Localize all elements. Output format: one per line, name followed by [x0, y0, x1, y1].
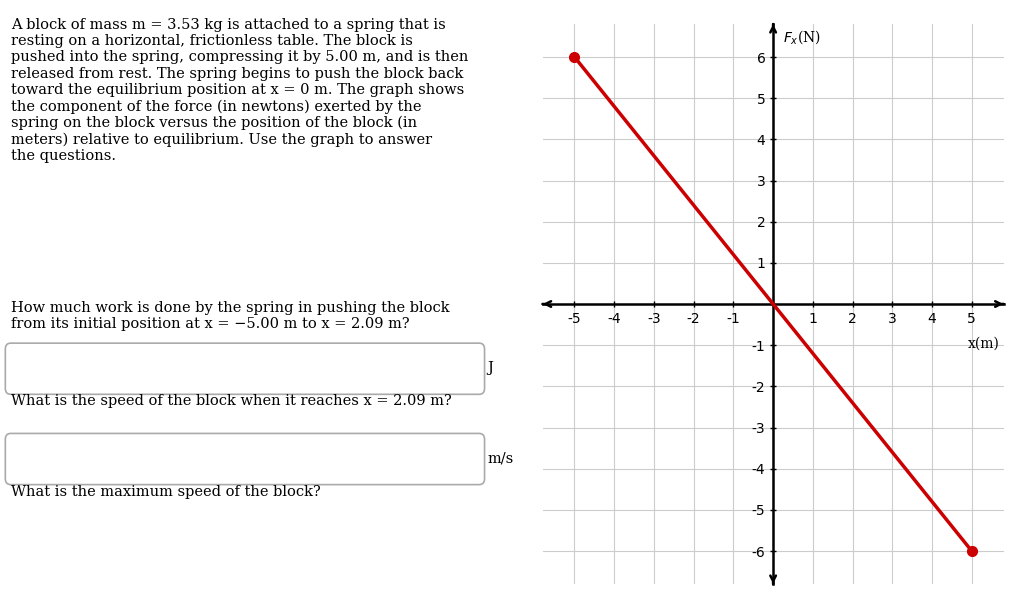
Text: x(m): x(m) — [968, 337, 999, 351]
Text: $F_x$(N): $F_x$(N) — [783, 28, 821, 46]
Text: How much work is done by the spring in pushing the block
from its initial positi: How much work is done by the spring in p… — [10, 301, 450, 331]
Text: What is the maximum speed of the block?: What is the maximum speed of the block? — [10, 485, 321, 498]
FancyBboxPatch shape — [5, 433, 484, 485]
FancyBboxPatch shape — [5, 343, 484, 394]
Text: A block of mass m = 3.53 kg is attached to a spring that is
resting on a horizon: A block of mass m = 3.53 kg is attached … — [10, 18, 468, 163]
Text: J: J — [487, 361, 494, 376]
Text: What is the speed of the block when it reaches x = 2.09 m?: What is the speed of the block when it r… — [10, 394, 452, 408]
Text: m/s: m/s — [487, 452, 513, 466]
